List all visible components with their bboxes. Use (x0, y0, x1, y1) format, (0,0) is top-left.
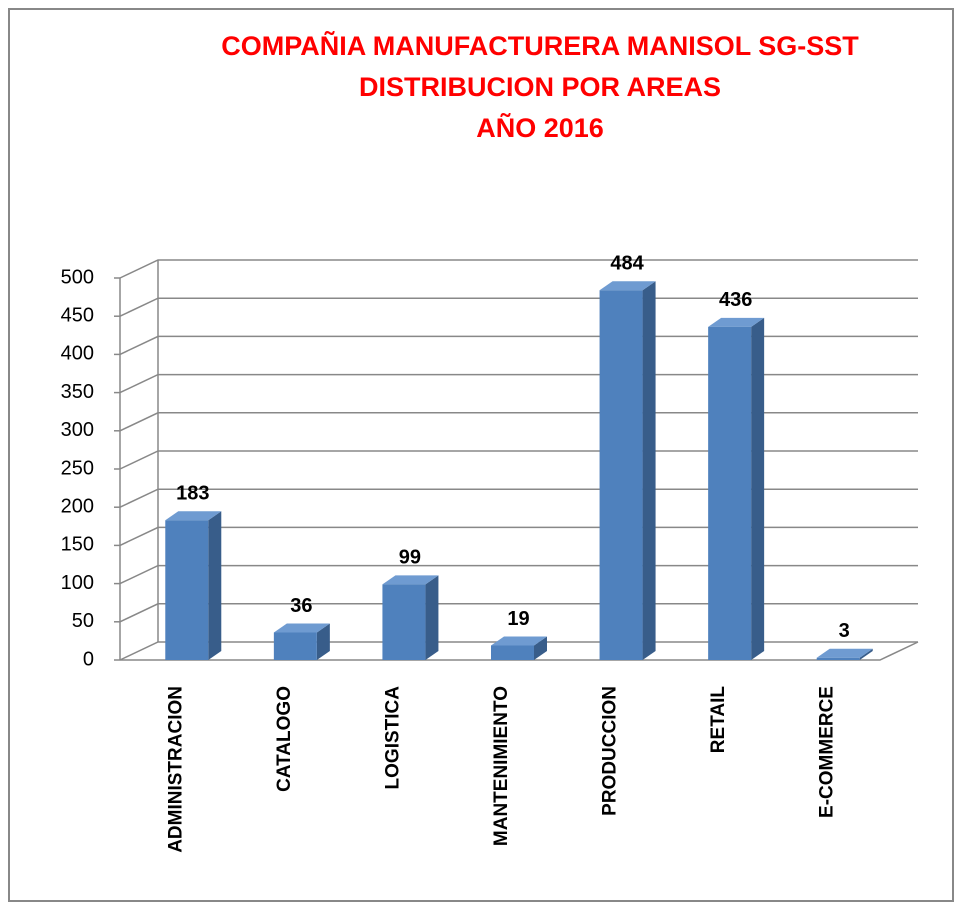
x-tick-label: MANTENIMIENTO (491, 686, 512, 846)
y-tick-label: 250 (61, 457, 94, 479)
grid-line (119, 603, 918, 623)
grid-line (119, 259, 918, 279)
y-tick-label: 150 (61, 534, 94, 556)
bar-face (859, 648, 873, 660)
y-tick-label: 400 (61, 343, 94, 365)
y-tick-label: 300 (61, 419, 94, 441)
x-tick-label: ADMINISTRACION (165, 686, 186, 853)
bar-face (273, 623, 330, 633)
bar-face (751, 317, 765, 660)
y-tick-label: 350 (61, 381, 94, 403)
bar-face (816, 657, 860, 660)
chart-title: AÑO 2016 (476, 112, 604, 143)
grid-line (119, 450, 918, 470)
data-label: 3 (839, 620, 850, 642)
x-tick-label: CATALOGO (274, 686, 295, 792)
bar-face (708, 317, 765, 327)
bar-face (599, 290, 643, 660)
grid-line (119, 488, 918, 508)
data-label: 436 (719, 289, 752, 311)
x-tick-label: LOGISTICA (382, 686, 403, 790)
data-label: 99 (399, 547, 421, 569)
bar-face (165, 520, 209, 660)
bar-face (491, 636, 547, 646)
bar-face (491, 645, 534, 660)
bar-face (382, 584, 426, 660)
bar-face (165, 511, 222, 521)
x-tick-label: RETAIL (708, 686, 729, 754)
frame (8, 8, 954, 902)
bar-face (382, 575, 439, 585)
floor-edge (120, 641, 919, 661)
y-tick-label: 50 (72, 610, 94, 632)
bar-face (534, 636, 547, 660)
bar (599, 281, 656, 660)
grid-line (119, 373, 918, 394)
bar-face (642, 281, 656, 660)
bar (273, 623, 330, 660)
y-tick-label: 100 (61, 572, 94, 594)
grid-line (119, 335, 918, 356)
bar (816, 648, 873, 660)
bar-face (816, 648, 873, 658)
bar-face (316, 623, 330, 660)
chart-title: DISTRIBUCION POR AREAS (359, 72, 721, 102)
bar-face (208, 511, 222, 660)
bar (382, 575, 439, 660)
grid-line (119, 412, 918, 432)
bar-face (425, 575, 439, 660)
bar (708, 317, 765, 660)
data-label: 36 (290, 595, 312, 617)
data-label: 19 (507, 608, 529, 630)
bar-face (273, 632, 317, 660)
bar (491, 636, 547, 660)
grid-line (119, 564, 918, 585)
y-tick-label: 500 (61, 266, 94, 288)
grid-line (119, 297, 918, 317)
x-tick-label: PRODUCCION (600, 686, 621, 816)
grid-line (119, 641, 918, 661)
data-label: 183 (176, 482, 209, 504)
bar-face (708, 326, 752, 660)
x-tick-label: E-COMMERCE (817, 686, 838, 818)
bar-face (599, 281, 656, 291)
y-tick-label: 450 (61, 304, 94, 326)
y-tick-label: 0 (83, 648, 94, 670)
y-tick-label: 200 (61, 495, 94, 517)
bar (165, 511, 222, 660)
chart-title: COMPAÑIA MANUFACTURERA MANISOL SG-SST (221, 30, 859, 61)
grid-line (119, 526, 918, 547)
data-label: 484 (610, 253, 644, 275)
